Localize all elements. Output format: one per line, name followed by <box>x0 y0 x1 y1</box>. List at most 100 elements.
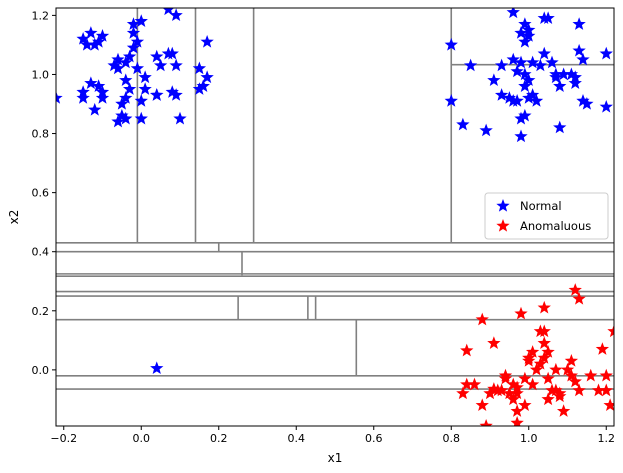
y-axis-ticks: 0.0 0.2 0.4 0.6 0.8 1.0 1.2 <box>32 9 56 377</box>
anomaluous-point-35 <box>541 345 555 358</box>
normal-point-12 <box>95 91 110 104</box>
normal-point-84 <box>537 46 551 60</box>
anomaluous-point-52 <box>591 383 606 397</box>
normal-point-5 <box>95 29 110 42</box>
normal-point-16 <box>111 61 125 75</box>
anomaluous-point-33 <box>537 336 551 349</box>
normal-point-39 <box>165 46 179 60</box>
normal-point-21 <box>126 17 141 30</box>
anomaluous-point-22 <box>518 371 532 385</box>
normal-point-23 <box>130 34 145 48</box>
normal-point-79 <box>514 129 528 143</box>
anomaluous-point-48 <box>568 283 582 296</box>
normal-point-10 <box>91 79 106 92</box>
anomaluous-point-27 <box>525 377 540 391</box>
normal-point-56 <box>463 58 478 72</box>
normal-point-61 <box>502 91 517 104</box>
normal-point-81 <box>529 94 544 107</box>
y-tick-label: 0.6 <box>32 187 50 200</box>
anomaluous-point-50 <box>572 383 586 397</box>
anomaluous-point-57 <box>607 324 614 338</box>
normal-point-24 <box>130 61 145 75</box>
anomaluous-point-21 <box>514 306 528 320</box>
normal-point-1 <box>76 32 90 45</box>
normal-point-50 <box>196 79 210 92</box>
normal-point-60 <box>494 88 509 101</box>
normal-point-26 <box>122 82 137 95</box>
anomaluous-point-0 <box>456 386 470 400</box>
anomaluous-point-55 <box>599 383 613 397</box>
scatter-markers <box>56 8 614 426</box>
normal-point-97 <box>572 43 586 57</box>
normal-point-72 <box>510 64 524 78</box>
x-tick-label: 1.0 <box>520 432 538 445</box>
normal-point-71 <box>514 55 528 69</box>
normal-point-2 <box>84 26 98 39</box>
y-tick-label: 0.8 <box>32 128 50 141</box>
normal-point-100 <box>580 97 594 110</box>
x-tick-label: 0.0 <box>133 432 151 445</box>
legend-box <box>484 192 609 240</box>
normal-point-92 <box>556 67 571 81</box>
anomaluous-point-40 <box>549 383 563 397</box>
anomaluous-point-14 <box>502 386 517 400</box>
anomaluous-point-53 <box>595 342 610 355</box>
normal-point-9 <box>84 76 98 89</box>
normal-point-69 <box>518 34 532 48</box>
normal-point-42 <box>150 88 164 101</box>
normal-point-95 <box>568 76 582 89</box>
anomaluous-point-11 <box>494 383 509 397</box>
normal-point-98 <box>576 52 590 66</box>
anomaluous-point-43 <box>556 404 571 417</box>
anomaluous-point-37 <box>541 392 555 406</box>
normal-point-34 <box>138 82 152 95</box>
normal-point-54 <box>444 94 458 107</box>
anomaluous-point-3 <box>460 343 474 357</box>
normal-point-57 <box>479 123 493 137</box>
normal-point-40 <box>169 58 183 72</box>
anomaluous-point-47 <box>568 374 582 388</box>
normal-point-20 <box>126 26 141 39</box>
x-tick-label: 0.4 <box>288 432 306 445</box>
x-tick-label: −0.2 <box>50 432 77 445</box>
normal-point-96 <box>572 17 586 30</box>
normal-point-43 <box>165 85 179 98</box>
normal-point-29 <box>115 108 129 122</box>
normal-point-87 <box>545 55 559 69</box>
normal-point-37 <box>153 58 168 72</box>
normal-point-90 <box>553 79 567 92</box>
normal-point-30 <box>111 114 125 128</box>
x-tick-label: 1.2 <box>598 432 616 445</box>
anomaluous-point-46 <box>564 368 579 382</box>
normal-point-91 <box>553 120 567 134</box>
y-tick-label: 0.4 <box>32 246 50 259</box>
anomaluous-point-18 <box>510 386 524 400</box>
normal-point-93 <box>564 67 579 81</box>
normal-point-25 <box>119 73 133 87</box>
y-tick-label: 1.2 <box>32 9 50 22</box>
anomaluous-point-19 <box>510 404 524 417</box>
normal-point-8 <box>76 91 90 104</box>
x-tick-label: 0.6 <box>365 432 383 445</box>
legend-label-normal: Normal <box>520 199 562 213</box>
anomaluous-point-32 <box>537 300 551 314</box>
normal-point-13 <box>88 102 102 116</box>
normal-point-67 <box>522 29 536 42</box>
normal-point-44 <box>169 88 183 101</box>
anomaluous-point-5 <box>475 398 489 411</box>
anomaluous-point-31 <box>537 324 551 338</box>
legend-marker-anomaluous <box>496 219 510 232</box>
normal-point-70 <box>506 52 520 66</box>
normal-point-36 <box>150 49 164 63</box>
normal-point-103 <box>150 361 164 375</box>
normal-point-65 <box>514 26 528 39</box>
normal-point-0 <box>56 91 63 104</box>
normal-point-64 <box>506 8 520 19</box>
normal-point-68 <box>522 23 536 36</box>
normal-point-73 <box>518 67 532 81</box>
normal-point-15 <box>111 52 125 66</box>
anomaluous-point-42 <box>553 389 567 403</box>
normal-point-74 <box>522 73 536 87</box>
normal-point-55 <box>456 117 470 131</box>
